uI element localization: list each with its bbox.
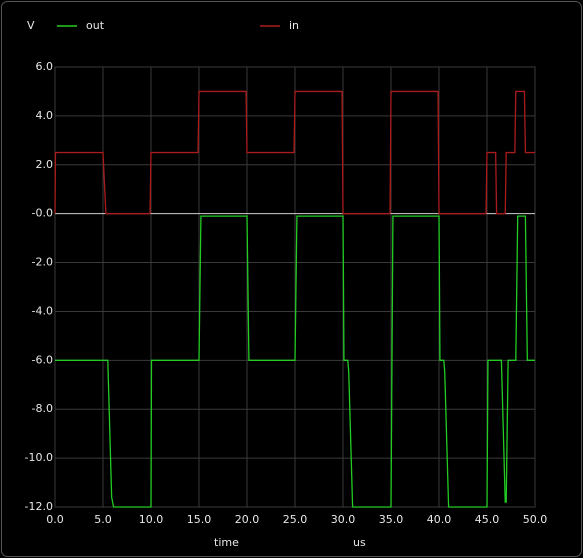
- x-tick-label: 20.0: [235, 513, 260, 526]
- y-axis-label: V: [27, 19, 35, 32]
- x-tick-label: 40.0: [427, 513, 452, 526]
- x-tick-label: 35.0: [379, 513, 404, 526]
- x-tick-label: 25.0: [283, 513, 308, 526]
- x-axis-label: time: [214, 536, 239, 549]
- legend-label: in: [289, 19, 299, 32]
- y-tick-label: -6.0: [32, 353, 53, 366]
- y-tick-label: -2.0: [32, 256, 53, 269]
- x-tick-label: 0.0: [46, 513, 64, 526]
- x-tick-label: 5.0: [94, 513, 112, 526]
- y-tick-label: -10.0: [25, 451, 53, 464]
- series-line: [54, 90, 535, 215]
- y-tick-label: 2.0: [36, 158, 54, 171]
- y-tick-label: -12.0: [25, 500, 53, 513]
- series-line: [55, 215, 535, 508]
- x-tick-label: 45.0: [475, 513, 500, 526]
- y-tick-label: 4.0: [36, 109, 54, 122]
- x-tick-label: 50.0: [523, 513, 548, 526]
- y-tick-label: -4.0: [32, 304, 53, 317]
- y-tick-label: -0.0: [32, 207, 53, 220]
- x-tick-label: 30.0: [331, 513, 356, 526]
- x-tick-label: 10.0: [139, 513, 164, 526]
- x-axis-unit: us: [353, 536, 366, 549]
- y-tick-label: 6.0: [36, 60, 54, 73]
- y-tick-label: -8.0: [32, 402, 53, 415]
- legend-label: out: [86, 19, 105, 32]
- x-tick-label: 15.0: [187, 513, 212, 526]
